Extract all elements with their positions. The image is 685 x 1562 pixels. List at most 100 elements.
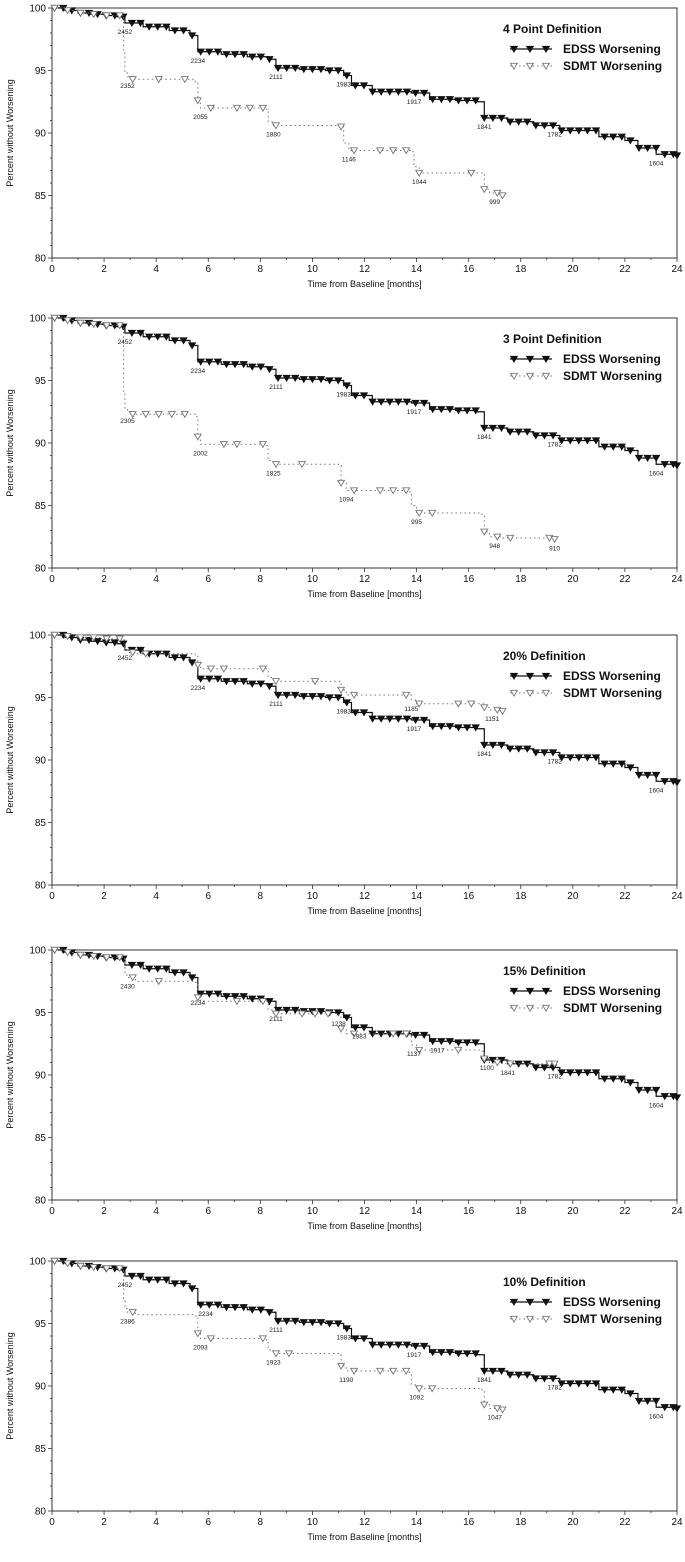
x-tick-label: 10 xyxy=(307,264,319,275)
sdmt-marker xyxy=(416,170,423,176)
sdmt-marker xyxy=(168,412,175,418)
y-tick-label: 100 xyxy=(29,631,46,642)
edss-risk-label: 1983 xyxy=(336,1335,351,1342)
sdmt-risk-label: 1238 xyxy=(331,1021,346,1028)
sdmt-risk-label: 1185 xyxy=(404,706,418,713)
x-tick-label: 16 xyxy=(463,891,475,902)
edss-risk-label: 2452 xyxy=(118,339,133,346)
x-tick-label: 16 xyxy=(463,1206,475,1217)
x-tick-label: 22 xyxy=(619,1206,631,1217)
x-tick-label: 0 xyxy=(49,891,55,902)
sdmt-marker xyxy=(551,537,558,543)
y-tick-label: 95 xyxy=(35,376,47,387)
sdmt-risk-label: 2430 xyxy=(120,984,135,991)
x-tick-label: 4 xyxy=(153,1206,159,1217)
sdmt-step-line xyxy=(52,635,503,711)
sdmt-risk-label: 995 xyxy=(411,519,422,526)
x-tick-label: 2 xyxy=(101,891,107,902)
sdmt-marker xyxy=(494,1060,501,1066)
sdmt-marker xyxy=(416,1386,423,1392)
sdmt-risk-label: 1094 xyxy=(339,497,354,504)
chart-10-percent-definition: 808590951000 2 4 6 8 10 12 14 16 18 20 22 24Time fro… xyxy=(0,1253,685,1561)
x-tick-label: 0 xyxy=(49,574,55,585)
sdmt-risk-label: 2002 xyxy=(193,450,208,457)
y-tick-label: 80 xyxy=(35,564,47,575)
x-tick-label: 12 xyxy=(359,891,371,902)
x-tick-label: 16 xyxy=(463,264,475,275)
sdmt-risk-label: 1146 xyxy=(342,157,356,164)
edss-risk-label: 2111 xyxy=(269,384,283,391)
legend-title: 15% Definition xyxy=(503,964,586,978)
x-tick-label: 4 xyxy=(153,574,159,585)
sdmt-marker xyxy=(338,687,345,693)
x-tick-label: 18 xyxy=(515,574,527,585)
x-tick-label: 14 xyxy=(411,574,423,585)
sdmt-marker xyxy=(129,1310,136,1316)
sdmt-step-line xyxy=(52,950,555,1064)
x-tick-label: 0 xyxy=(49,264,55,275)
sdmt-risk-label: 1151 xyxy=(485,716,499,723)
edss-risk-label: 1782 xyxy=(547,132,562,139)
sdmt-marker xyxy=(260,105,267,111)
legend-sdmt-marker xyxy=(527,1005,534,1011)
y-tick-label: 85 xyxy=(35,818,47,829)
legend-sdmt-marker xyxy=(543,690,550,696)
edss-risk-label: 1983 xyxy=(336,392,351,399)
x-tick-label: 4 xyxy=(153,891,159,902)
x-tick-label: 2 xyxy=(101,264,107,275)
x-tick-label: 0 xyxy=(49,1517,55,1528)
edss-risk-label: 2234 xyxy=(191,685,206,692)
edss-risk-label: 2111 xyxy=(269,1016,283,1023)
sdmt-risk-label: 2305 xyxy=(120,418,135,425)
legend-sdmt-label: SDMT Worsening xyxy=(563,686,662,700)
sdmt-marker xyxy=(377,488,384,494)
legend-sdmt-marker xyxy=(511,1316,518,1322)
sdmt-marker xyxy=(499,193,506,199)
y-tick-label: 100 xyxy=(29,4,46,15)
edss-risk-label: 1782 xyxy=(547,1385,562,1392)
edss-risk-label: 1604 xyxy=(649,470,664,477)
y-axis-title: Percent without Worsening xyxy=(5,1021,15,1128)
legend-sdmt-marker xyxy=(511,690,518,696)
legend-sdmt-label: SDMT Worsening xyxy=(563,59,662,73)
sdmt-marker xyxy=(273,123,280,129)
x-tick-label: 16 xyxy=(463,1517,475,1528)
legend-sdmt-marker xyxy=(511,63,518,69)
sdmt-risk-label: 1923 xyxy=(266,1360,281,1367)
edss-risk-label: 1604 xyxy=(649,1102,664,1109)
x-tick-label: 14 xyxy=(411,891,423,902)
sdmt-marker xyxy=(481,1402,488,1408)
edss-markers xyxy=(51,947,680,1100)
legend-sdmt-label: SDMT Worsening xyxy=(563,1312,662,1326)
y-tick-label: 85 xyxy=(35,501,47,512)
y-tick-label: 80 xyxy=(35,1196,47,1207)
sdmt-risk-label: 1825 xyxy=(266,470,281,477)
sdmt-risk-label: 1044 xyxy=(412,179,427,186)
x-tick-label: 20 xyxy=(567,1517,579,1528)
chart-4-point-definition: 808590951000 2 4 6 8 10 12 14 16 18 20 22 24Time fro… xyxy=(0,0,685,308)
legend-sdmt-marker xyxy=(543,373,550,379)
y-tick-label: 90 xyxy=(35,439,47,450)
x-axis-title: Time from Baseline [months] xyxy=(307,589,421,599)
y-axis-title: Percent without Worsening xyxy=(5,389,15,496)
sdmt-marker xyxy=(403,1368,410,1374)
y-tick-label: 90 xyxy=(35,1071,47,1082)
y-tick-label: 80 xyxy=(35,1507,47,1518)
sdmt-marker xyxy=(403,692,410,698)
x-tick-label: 20 xyxy=(567,1206,579,1217)
sdmt-marker xyxy=(273,679,280,685)
y-axis-title: Percent without Worsening xyxy=(5,1332,15,1439)
y-tick-label: 90 xyxy=(35,129,47,140)
sdmt-risk-label: 1137 xyxy=(407,1051,421,1058)
edss-risk-label: 1841 xyxy=(477,434,492,441)
chart-15-percent-definition: 808590951000 2 4 6 8 10 12 14 16 18 20 22 24Time fro… xyxy=(0,942,685,1250)
chart-panel-10-percent: 80 85 90 95 100 0 2 4 6 8 10 12 14 16 18 20 22 24 Time fro… xyxy=(0,1253,685,1561)
x-tick-label: 14 xyxy=(411,264,423,275)
sdmt-marker xyxy=(220,442,227,448)
sdmt-risk-label: 1100 xyxy=(480,1065,494,1072)
x-tick-label: 6 xyxy=(205,891,211,902)
sdmt-risk-label: 2352 xyxy=(120,83,135,90)
edss-risk-label: 2234 xyxy=(198,1311,213,1318)
x-tick-label: 20 xyxy=(567,574,579,585)
sdmt-marker xyxy=(260,1336,267,1342)
